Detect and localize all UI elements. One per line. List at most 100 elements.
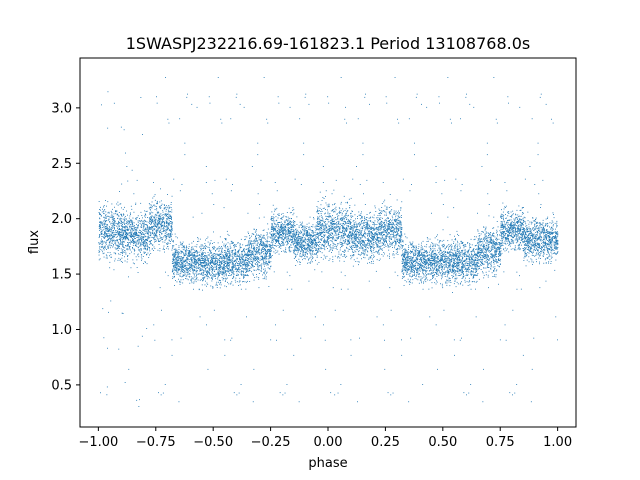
data-point (177, 268, 179, 270)
data-point (235, 261, 237, 263)
data-point (278, 222, 280, 223)
data-point (244, 265, 246, 267)
data-point (292, 235, 294, 237)
data-point (122, 226, 124, 228)
data-point (288, 230, 290, 232)
data-point (166, 231, 168, 233)
data-point (293, 258, 295, 259)
data-point (121, 222, 123, 224)
data-point (121, 215, 123, 217)
data-point (316, 252, 318, 254)
data-point (228, 262, 230, 264)
data-point (161, 222, 163, 224)
data-point (349, 241, 350, 243)
data-point (222, 266, 224, 267)
data-point (247, 248, 249, 250)
data-point (177, 271, 178, 273)
data-point (308, 258, 310, 260)
data-point (213, 204, 215, 205)
data-point (121, 242, 123, 244)
data-point (312, 241, 314, 243)
data-point (226, 259, 228, 261)
data-point (141, 215, 143, 216)
data-point (221, 261, 223, 263)
data-point (270, 237, 271, 239)
data-point (261, 252, 263, 253)
data-point (187, 259, 189, 261)
data-point (202, 262, 203, 263)
data-point (281, 238, 282, 240)
data-point (132, 223, 133, 224)
data-point (266, 239, 268, 241)
data-point (149, 234, 151, 236)
data-point (203, 253, 204, 255)
data-point (172, 240, 174, 242)
data-point (302, 237, 303, 238)
data-point (213, 274, 214, 276)
data-point (146, 243, 148, 244)
data-point (315, 244, 316, 246)
data-point (118, 215, 119, 217)
data-point (296, 240, 298, 242)
data-point (159, 250, 161, 252)
data-point (303, 142, 305, 144)
data-point (121, 207, 122, 209)
data-point (183, 265, 185, 267)
data-point (99, 209, 100, 210)
data-point (267, 122, 269, 124)
data-point (163, 204, 165, 206)
data-point (126, 237, 127, 238)
data-point (303, 258, 305, 259)
data-point (267, 236, 269, 238)
data-point (178, 245, 180, 247)
data-point (211, 265, 212, 267)
data-point (313, 231, 315, 233)
data-point (109, 228, 111, 230)
data-point (101, 222, 103, 224)
data-point (233, 274, 235, 275)
data-point (145, 239, 147, 240)
data-point (280, 234, 282, 236)
data-point (287, 238, 289, 239)
data-point (178, 255, 180, 257)
data-point (276, 232, 278, 234)
data-point (111, 256, 112, 258)
data-point (128, 245, 130, 247)
data-point (174, 253, 176, 255)
data-point (290, 221, 291, 223)
data-point (249, 281, 251, 282)
data-point (264, 254, 266, 256)
data-point (160, 228, 162, 230)
data-point (287, 235, 289, 237)
data-point (244, 257, 246, 259)
data-point (194, 259, 196, 260)
data-point (151, 226, 152, 228)
data-point (118, 215, 120, 217)
data-point (281, 251, 282, 252)
data-point (249, 267, 251, 269)
data-point (189, 266, 191, 268)
data-point (257, 265, 259, 267)
data-point (142, 238, 144, 240)
data-point (104, 234, 105, 236)
data-point (210, 261, 212, 263)
data-point (176, 251, 178, 253)
data-point (98, 243, 100, 245)
data-point (248, 248, 250, 250)
data-point (266, 271, 268, 273)
data-point (193, 267, 195, 268)
data-point (145, 229, 147, 231)
data-point (175, 280, 176, 281)
data-point (199, 270, 201, 272)
data-point (314, 247, 316, 249)
data-point (148, 203, 150, 204)
data-point (158, 221, 160, 223)
data-point (170, 216, 172, 218)
data-point (137, 215, 139, 217)
data-point (285, 225, 287, 227)
data-point (171, 218, 172, 220)
data-point (254, 258, 256, 260)
data-point (176, 267, 178, 269)
data-point (113, 269, 115, 271)
data-point (257, 257, 259, 259)
